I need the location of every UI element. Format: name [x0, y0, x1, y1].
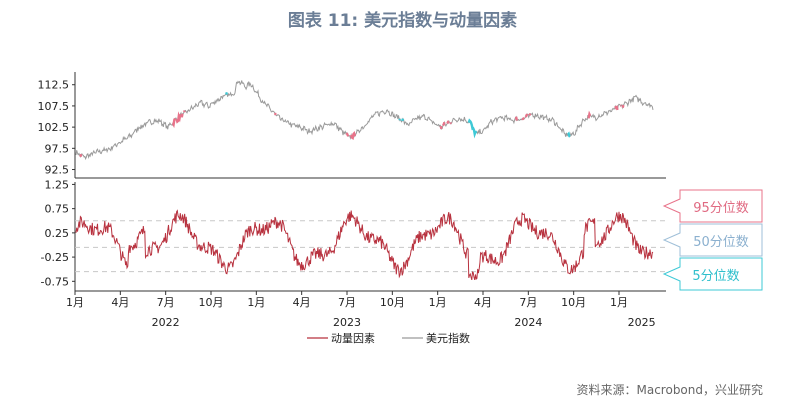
chart-title: 图表 11: 美元指数与动量因素 [287, 11, 518, 31]
y-tick-label: 1.25 [45, 178, 70, 191]
dxy-highlight-95 [587, 110, 592, 119]
dxy-highlight-95 [350, 130, 357, 140]
dxy-highlight-95 [79, 153, 83, 158]
svg-text:95分位数: 95分位数 [693, 201, 749, 216]
x-axis: 1月 4月 7月 10月 1月 4月 7月 10月 1月 4月 7月 10月 1月 2022 2023 202… [66, 291, 656, 329]
x-tick-label: 1月 [610, 296, 628, 309]
y-tick-label: 112.5 [38, 79, 70, 92]
dxy-highlight-5 [567, 131, 571, 138]
x-tick-label: 4月 [293, 296, 311, 309]
dxy-highlight-95 [442, 121, 446, 127]
y-tick-label: 97.5 [45, 142, 70, 155]
y-tick-label: -0.75 [41, 275, 69, 288]
x-tick-label: 7月 [519, 296, 537, 309]
dxy-highlight-95 [171, 117, 177, 129]
dxy-highlight-95 [175, 111, 182, 124]
x-tick-label: 1月 [429, 296, 447, 309]
dxy-highlight-95 [449, 121, 453, 125]
dxy-highlight-95 [514, 116, 519, 121]
legend: 动量因素 美元指数 [307, 331, 470, 345]
x-year-label: 2025 [628, 316, 656, 329]
dxy-highlight-95 [521, 117, 525, 121]
svg-text:5分位数: 5分位数 [692, 269, 739, 284]
x-tick-label: 4月 [111, 296, 129, 309]
x-year-label: 2024 [514, 316, 542, 329]
dxy-highlight-95 [614, 105, 619, 111]
dxy-highlight-95 [439, 125, 443, 130]
dxy-highlight-95 [180, 113, 184, 118]
y-tick-label: -0.25 [41, 251, 69, 264]
y-tick-label: 92.5 [45, 164, 70, 177]
dxy-highlight-5 [225, 92, 229, 95]
band-label-5: 5分位数 [662, 257, 763, 291]
momentum-panel: 1.25 0.75 0.25 -0.25 -0.75 [41, 178, 666, 292]
dxy-highlight-95 [345, 132, 350, 137]
x-tick-label: 10月 [561, 296, 586, 309]
x-year-label: 2023 [333, 316, 361, 329]
band-label-50: 50分位数 [662, 223, 763, 257]
x-tick-label: 10月 [199, 296, 224, 309]
dxy-highlight-95 [524, 113, 529, 118]
dxy-highlight-95 [446, 120, 450, 124]
momentum-series-line [75, 209, 654, 281]
dxy-highlight-95 [273, 112, 277, 116]
x-year-label: 2022 [152, 316, 180, 329]
dxy-highlight-95 [621, 104, 625, 109]
x-tick-label: 1月 [66, 296, 84, 309]
y-tick-label: 0.75 [45, 203, 70, 216]
band-label-95: 95分位数 [662, 189, 763, 223]
y-tick-label: 0.25 [45, 227, 70, 240]
x-tick-label: 1月 [247, 296, 265, 309]
dxy-highlight-5 [398, 118, 402, 121]
dxy-highlight-5 [401, 118, 405, 122]
dxy-series-line [75, 80, 654, 161]
legend-dxy-label: 美元指数 [426, 331, 470, 345]
dxy-panel: 112.5 107.5 102.5 97.5 92.5 [38, 72, 666, 179]
x-tick-label: 10月 [380, 296, 405, 309]
x-tick-label: 4月 [474, 296, 492, 309]
dxy-highlight-95 [182, 110, 186, 113]
source-note: 资料来源：Macrobond，兴业研究 [576, 383, 764, 397]
y-tick-label: 102.5 [38, 121, 70, 134]
y-tick-label: 107.5 [38, 100, 70, 113]
dxy-highlight-95 [528, 113, 532, 116]
dxy-highlight-5 [467, 118, 478, 139]
svg-text:50分位数: 50分位数 [693, 235, 749, 250]
x-tick-label: 7月 [338, 296, 356, 309]
legend-momentum-label: 动量因素 [331, 332, 375, 345]
x-tick-label: 7月 [157, 296, 175, 309]
